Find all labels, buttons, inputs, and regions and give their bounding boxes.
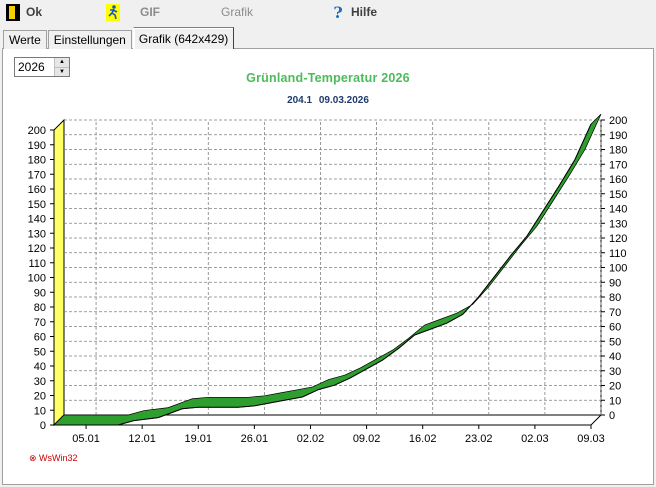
help-question-icon: ? <box>333 2 343 22</box>
x-tick-label: 23.02 <box>465 433 493 445</box>
year-spinner[interactable]: 2026 ▲ ▼ <box>14 57 70 77</box>
y-tick-left: 150 <box>28 199 46 211</box>
spin-up-icon[interactable]: ▲ <box>55 58 69 68</box>
x-tick-label: 02.02 <box>297 433 325 445</box>
y-tick-right: 140 <box>609 204 627 216</box>
y-tick-left: 60 <box>34 332 46 344</box>
y-tick-right: 170 <box>609 159 627 171</box>
y-tick-left: 110 <box>28 258 46 270</box>
hilfe-button-label: Hilfe <box>351 5 378 19</box>
y-tick-right: 30 <box>609 366 621 378</box>
chart-title: Grünland-Temperatur 2026 <box>246 71 410 85</box>
y-tick-left: 10 <box>34 405 46 417</box>
y-tick-right: 110 <box>609 248 627 260</box>
year-spinner-value[interactable]: 2026 <box>18 60 45 74</box>
tab-grafik-label: Grafik (642x429) <box>138 31 229 46</box>
y-tick-right: 130 <box>609 218 627 230</box>
tab-einstellungen-label: Einstellungen <box>53 33 126 47</box>
x-tick-label: 19.01 <box>185 433 213 445</box>
x-tick-label: 12.01 <box>128 433 156 445</box>
y-tick-left: 170 <box>28 169 46 181</box>
tab-werte[interactable]: Werte <box>3 30 47 49</box>
grafik-button[interactable]: Grafik <box>221 2 253 22</box>
exit-door-icon <box>6 3 20 21</box>
y-tick-left: 200 <box>28 125 46 137</box>
ok-button[interactable]: Ok <box>6 2 42 22</box>
chart-subtitle: 204.1 09.03.2026 <box>287 95 369 106</box>
running-man-icon <box>106 3 120 21</box>
spin-down-icon[interactable]: ▼ <box>55 67 69 76</box>
y-tick-left: 180 <box>28 155 46 167</box>
gif-button-label: GIF <box>140 5 160 19</box>
y-tick-right: 0 <box>609 410 615 422</box>
y-tick-left: 70 <box>34 317 46 329</box>
y-tick-right: 100 <box>609 263 627 275</box>
y-tick-left: 50 <box>34 346 46 358</box>
x-tick-label: 16.02 <box>409 433 437 445</box>
y-tick-left: 0 <box>40 420 46 432</box>
y-tick-right: 150 <box>609 189 627 201</box>
y-tick-right: 120 <box>609 233 627 245</box>
y-tick-right: 20 <box>609 381 621 393</box>
gif-button[interactable]: GIF <box>106 2 160 22</box>
tab-strip: Werte Einstellungen Grafik (642x429) <box>3 27 235 49</box>
x-tick-label: 02.03 <box>521 433 549 445</box>
tab-werte-label: Werte <box>9 33 41 47</box>
y-tick-right: 160 <box>609 174 627 186</box>
y-tick-right: 10 <box>609 395 621 407</box>
left-wall <box>53 118 65 427</box>
y-tick-right: 90 <box>609 277 621 289</box>
year-spinner-buttons: ▲ ▼ <box>54 58 69 76</box>
y-tick-left: 140 <box>28 214 46 226</box>
y-tick-right: 80 <box>609 292 621 304</box>
tab-grafik[interactable]: Grafik (642x429) <box>132 27 235 49</box>
hilfe-button[interactable]: ? Hilfe <box>331 2 377 22</box>
y-tick-right: 70 <box>609 307 621 319</box>
x-tick-label: 09.03 <box>577 433 605 445</box>
tab-panel <box>2 48 654 485</box>
toolbar: Ok GIF Grafik ? Hilfe <box>0 0 656 24</box>
y-tick-left: 100 <box>28 273 46 285</box>
y-tick-left: 130 <box>28 228 46 240</box>
series-line <box>54 123 592 426</box>
wswin32-watermark: ⊗ WsWin32 <box>29 453 78 463</box>
y-tick-right: 190 <box>609 130 627 142</box>
x-tick-label: 05.01 <box>72 433 100 445</box>
y-tick-left: 40 <box>34 361 46 373</box>
y-tick-left: 190 <box>28 140 46 152</box>
ok-button-label: Ok <box>26 5 43 19</box>
y-tick-right: 50 <box>609 336 621 348</box>
y-tick-left: 160 <box>28 184 46 196</box>
y-tick-right: 200 <box>609 115 627 127</box>
x-tick-label: 09.02 <box>353 433 381 445</box>
series-band <box>53 113 602 426</box>
y-tick-right: 180 <box>609 145 627 157</box>
y-tick-left: 30 <box>34 376 46 388</box>
y-tick-left: 120 <box>28 243 46 255</box>
y-tick-right: 40 <box>609 351 621 363</box>
y-tick-right: 60 <box>609 322 621 334</box>
tab-einstellungen[interactable]: Einstellungen <box>47 30 132 49</box>
y-tick-left: 90 <box>34 287 46 299</box>
y-tick-left: 20 <box>34 391 46 403</box>
y-tick-left: 80 <box>34 302 46 314</box>
grafik-button-label: Grafik <box>221 5 254 19</box>
x-tick-label: 26.01 <box>241 433 269 445</box>
